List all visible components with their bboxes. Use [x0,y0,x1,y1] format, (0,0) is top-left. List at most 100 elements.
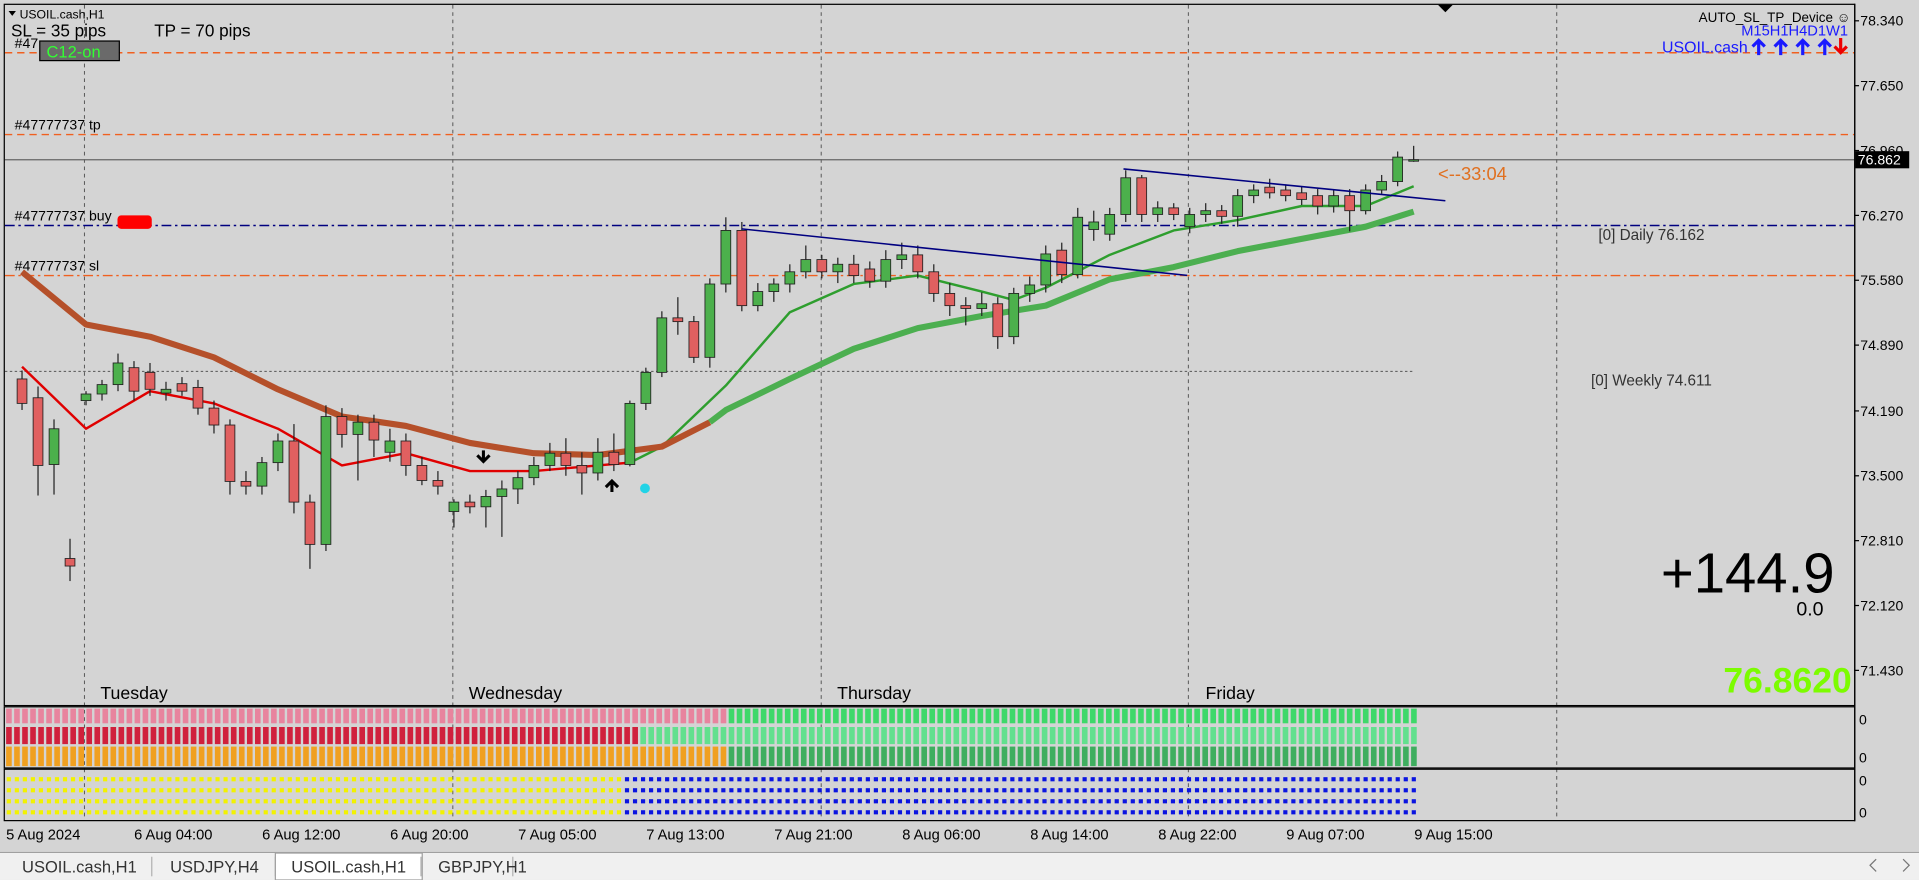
indicator-bar [1065,708,1072,724]
indicator-bar [1017,708,1024,724]
indicator-dot [1074,777,1079,782]
indicator-bar [897,746,903,767]
indicator-bar [1362,708,1369,724]
indicator-bar [303,708,309,724]
indicator-dot [46,788,52,793]
indicator-dot [359,799,365,804]
indicator-bar [1242,726,1249,745]
indicator-bar [1290,746,1297,767]
indicator-dot [1050,777,1055,782]
indicator-bar [222,746,229,767]
indicator-dot [1387,777,1392,782]
scroll-right[interactable] [1902,858,1911,872]
indicator-bar [1234,708,1241,724]
indicator-dot [809,810,814,815]
indicator-axis-label: 0 [1859,749,1867,765]
candle-body [1280,189,1292,197]
candle-body [1104,214,1116,235]
indicator-dot [311,788,316,793]
indicator-bar [30,726,36,745]
indicator-dot [143,810,148,815]
indicator-dot [87,777,92,782]
indicator-bar [1194,708,1200,724]
indicator-bar [865,726,871,745]
indicator-bar [1387,708,1393,724]
candle-body [1136,177,1148,215]
indicator-bar [535,726,542,745]
indicator-dot [528,788,533,793]
indicator-dot [151,810,156,815]
tab-label[interactable]: GBPJPY,H1 [438,858,527,877]
y-tick-label: 74.890 [1860,337,1903,353]
tab-label[interactable]: USOIL.cash,H1 [22,858,137,877]
indicator-bar [1089,746,1096,767]
scroll-left[interactable] [1869,858,1877,872]
indicator-dot [408,777,413,782]
indicator-dot [705,799,710,804]
indicator-dot [1130,810,1135,815]
indicator-dot [954,788,959,793]
indicator-dot [978,777,983,782]
indicator-bar [351,726,357,745]
indicator-bar [1370,746,1377,767]
indicator-dot [761,810,766,815]
indicator-dot [713,799,718,804]
indicator-bar [945,726,952,745]
indicator-bar [808,708,815,724]
indicator-bar [576,726,582,745]
indicator-bar [977,726,984,745]
indicator-dot [1194,799,1200,804]
tab-label[interactable]: USDJPY,H4 [170,858,259,877]
indicator-dot [986,799,991,804]
tab-label[interactable]: USOIL.cash,H1 [291,858,406,877]
indicator-dot [865,799,870,804]
indicator-bar [214,746,221,767]
indicator-bar [1178,746,1184,767]
indicator-bar [881,746,887,767]
indicator-dot [183,810,188,815]
indicator-bar [238,746,245,767]
indicator-dot [456,788,461,793]
indicator-bar [1081,746,1088,767]
indicator-bar [158,708,165,724]
indicator-dot [905,777,911,782]
indicator-bar [1009,746,1016,767]
indicator-dot [343,788,349,793]
indicator-bar [800,746,807,767]
indicator-dot [295,777,300,782]
indicator-dot [504,810,509,815]
indicator-dot [753,799,758,804]
indicator-dot [6,810,11,815]
indicator-dot [1106,788,1111,793]
indicator-bar [1250,726,1257,745]
indicator-axis-label: 0 [1859,712,1867,728]
indicator-dot [432,788,437,793]
menu-triangle[interactable] [8,11,16,16]
indicator-dot [119,777,124,782]
candle-body [1120,177,1132,215]
indicator-bar [367,708,374,724]
indicator-layer [6,708,1417,815]
indicator-bar [110,726,117,745]
active-tab[interactable] [274,852,423,880]
indicator-bar [696,708,703,724]
indicator-dot [22,788,27,793]
indicator-bar [479,708,486,724]
indicator-bar [961,746,968,767]
indicator-bar [752,726,759,745]
indicator-bar [1081,708,1088,724]
indicator-bar [841,746,847,767]
indicator-dot [1275,799,1280,804]
indicator-dot [608,799,614,804]
indicator-dot [263,777,268,782]
indicator-bar [14,708,20,724]
c12-button[interactable] [39,40,120,62]
indicator-bar [776,726,783,745]
indicator-dot [400,788,405,793]
candle-body [320,416,332,545]
indicator-dot [881,810,886,815]
indicator-bar [327,708,333,724]
indicator-dot [1331,799,1336,804]
indicator-dot [1355,788,1360,793]
indicator-dot [1082,799,1087,804]
